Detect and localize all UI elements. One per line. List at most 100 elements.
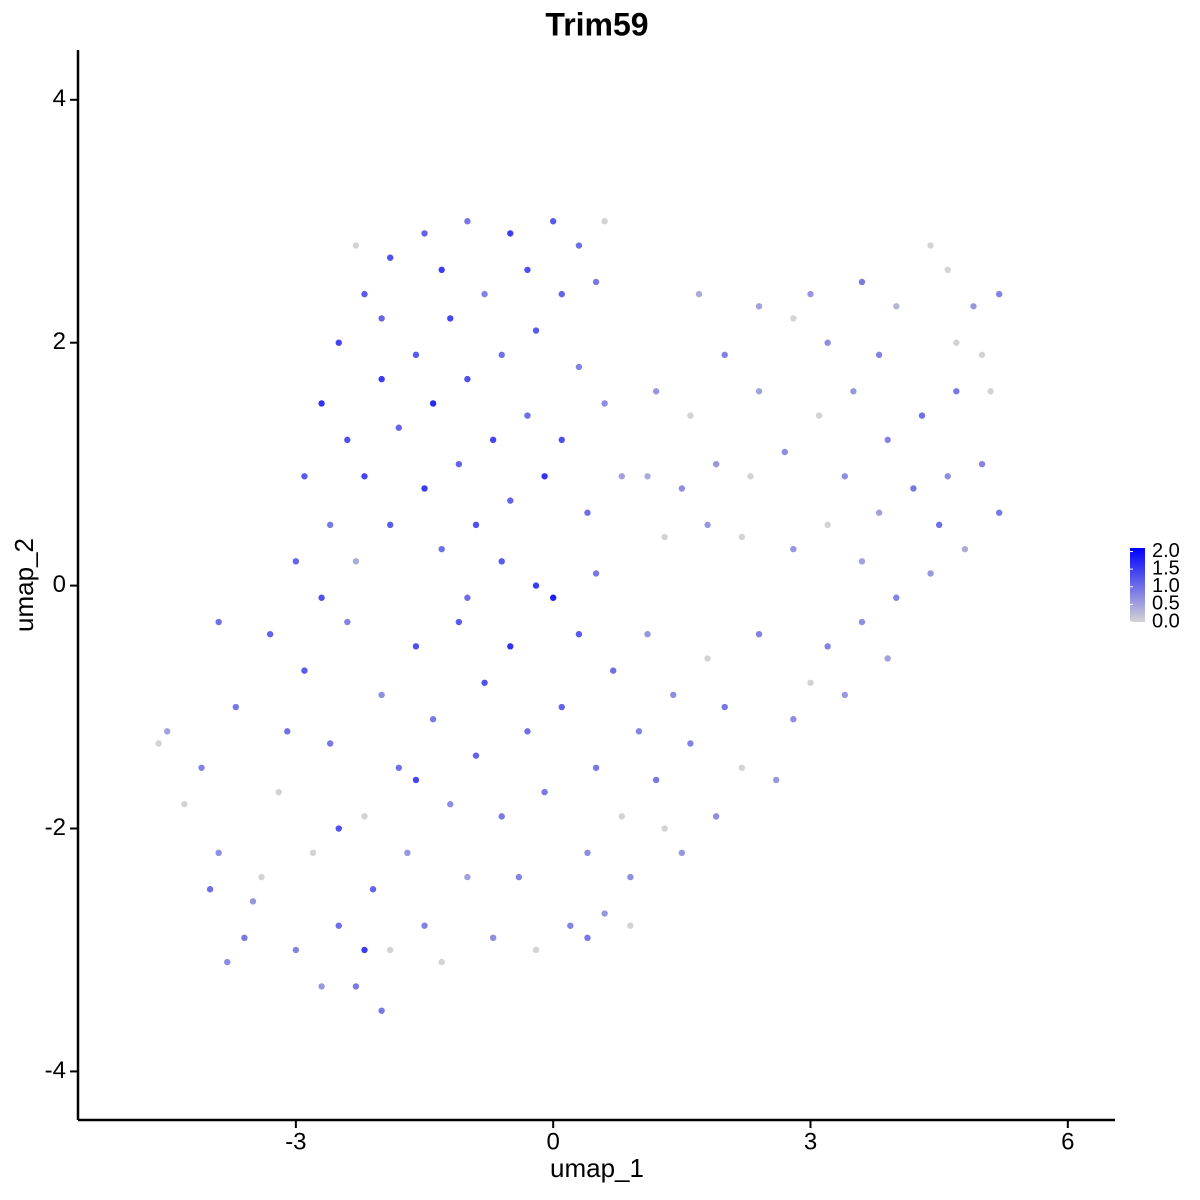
y-tick-label: 2 [53,328,66,355]
chart-title: Trim59 [545,6,648,42]
point [155,740,162,747]
point [326,740,334,747]
point [326,521,334,529]
point [447,315,454,322]
point [524,266,531,274]
point [215,849,222,857]
point [884,436,891,444]
point [301,473,308,480]
point [507,497,514,504]
point [592,764,600,771]
point [755,388,763,395]
point [712,813,720,820]
point [807,679,814,686]
point [352,983,360,990]
point [181,801,188,808]
point [772,776,780,784]
point [695,290,703,298]
point [489,436,497,444]
point [858,278,866,286]
point [601,910,608,917]
point [472,752,480,759]
point [592,278,600,286]
point [421,922,428,929]
point [875,351,883,359]
point [412,351,420,359]
point [721,703,728,711]
point [429,400,437,407]
point [996,290,1003,298]
point [996,509,1003,516]
point [618,473,626,480]
y-tick-label: -4 [45,1057,66,1084]
point [721,351,728,359]
point [412,776,420,784]
point [507,230,514,237]
point [464,375,471,383]
point [361,813,368,820]
point [498,351,505,359]
point [464,218,471,225]
point [824,521,831,529]
point [824,339,831,346]
point [858,618,866,626]
point [575,363,583,371]
point [532,327,540,334]
point [610,667,617,674]
point [635,728,643,735]
point [361,290,368,298]
point [387,946,394,954]
point [670,691,677,699]
point [601,218,608,225]
point [738,533,746,541]
point [575,630,583,638]
point [712,460,720,468]
point [549,218,557,225]
point [584,934,591,942]
point [524,412,531,419]
point [661,533,668,541]
y-tick-label: 4 [53,85,66,112]
point [815,412,823,419]
point [318,983,325,990]
point [841,691,849,699]
point [429,716,437,723]
point [532,582,540,589]
point [738,764,746,771]
point [292,558,300,565]
point [618,813,626,820]
colorbar-tick-label: 1.5 [1152,557,1180,579]
x-axis-label: umap_1 [550,1153,644,1183]
colorbar-tick-label: 1.0 [1152,575,1180,597]
point [790,716,797,723]
point [498,813,505,820]
point [781,448,788,456]
point [953,339,960,346]
colorbar-tick-label: 0.0 [1152,610,1180,632]
point [858,558,866,565]
point [232,703,240,711]
point [198,764,205,771]
point [344,436,351,444]
point [944,266,951,274]
point [927,242,934,249]
x-tick-label: 0 [547,1128,560,1155]
point [387,254,394,261]
point [790,315,797,322]
point [927,570,934,577]
point [755,303,763,310]
colorbar [1130,548,1145,622]
point [352,242,360,249]
point [875,509,883,516]
point [369,886,377,893]
point [961,545,969,553]
point [678,849,686,857]
point [455,460,463,468]
point [224,958,231,966]
point [558,436,565,444]
point [755,630,763,638]
point [481,290,488,298]
point [704,655,711,662]
point [361,473,368,480]
